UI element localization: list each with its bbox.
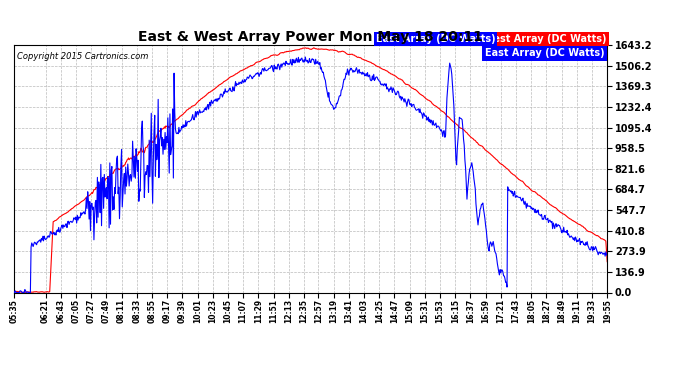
Text: West Array (DC Watts): West Array (DC Watts) [483, 34, 607, 44]
Title: East & West Array Power Mon May 18 20:11: East & West Array Power Mon May 18 20:11 [138, 30, 483, 44]
Text: East Array (DC Watts): East Array (DC Watts) [485, 48, 604, 58]
Text: East Array (DC Watts): East Array (DC Watts) [376, 34, 495, 44]
Text: Copyright 2015 Cartronics.com: Copyright 2015 Cartronics.com [17, 53, 148, 62]
